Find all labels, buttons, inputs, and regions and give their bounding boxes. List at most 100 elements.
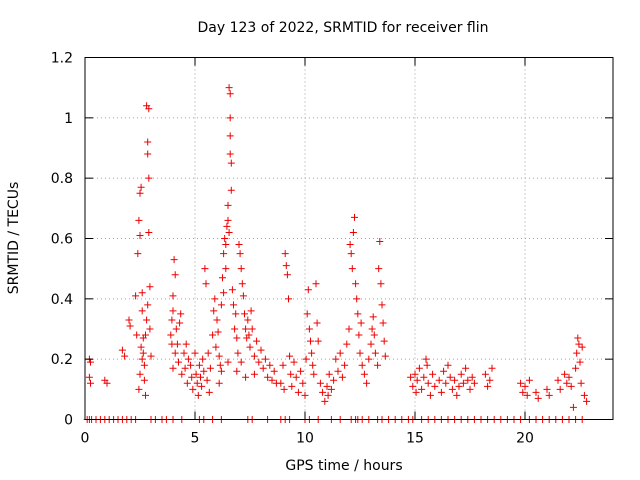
data-point (355, 331, 363, 339)
data-point (220, 250, 228, 258)
data-point (176, 319, 184, 327)
data-point (197, 373, 204, 381)
y-tick-label: 0.2 (51, 352, 73, 368)
data-point (136, 231, 144, 239)
data-point (221, 235, 229, 242)
data-point (332, 355, 340, 363)
data-point (134, 250, 142, 258)
data-point (283, 271, 291, 279)
data-point (234, 349, 242, 357)
data-point (316, 379, 324, 387)
data-point (351, 213, 358, 221)
data-point (313, 319, 321, 327)
data-points (83, 84, 591, 423)
data-point (238, 280, 246, 288)
data-point (231, 325, 239, 333)
data-point (205, 388, 213, 396)
data-point (227, 186, 235, 194)
data-point (301, 391, 309, 399)
data-point (145, 105, 153, 113)
data-point (125, 316, 133, 324)
data-point (171, 271, 179, 279)
data-point (424, 379, 432, 387)
data-point (279, 361, 287, 369)
data-point (305, 325, 313, 333)
data-point (369, 313, 377, 321)
data-point (244, 316, 252, 324)
data-point (219, 274, 226, 282)
data-point (303, 310, 311, 318)
data-point (169, 307, 177, 315)
data-point (192, 370, 200, 378)
x-axis-ticks: 0 5 10 15 20 (81, 57, 534, 447)
data-point (285, 295, 292, 303)
data-point (233, 334, 241, 342)
data-point (354, 310, 362, 318)
data-point (250, 352, 258, 360)
data-point (517, 379, 525, 387)
data-point (181, 364, 189, 372)
data-point (312, 280, 320, 288)
data-point (290, 358, 298, 366)
data-point (201, 265, 209, 273)
data-point (202, 280, 210, 288)
data-point (126, 322, 134, 330)
data-point (253, 337, 261, 345)
data-point (193, 379, 201, 387)
data-point (133, 331, 141, 339)
data-point (444, 361, 452, 369)
data-point (217, 367, 225, 375)
x-axis-label: GPS time / hours (285, 458, 402, 474)
data-point (418, 385, 426, 393)
data-point (442, 379, 450, 387)
data-point (211, 295, 219, 303)
data-point (455, 382, 463, 390)
data-point (321, 397, 329, 405)
data-point (307, 337, 314, 345)
data-point (242, 373, 250, 381)
data-point (169, 364, 177, 372)
data-point (325, 370, 333, 378)
data-point (175, 358, 182, 366)
data-point (348, 265, 356, 273)
data-point (121, 352, 129, 360)
data-point (203, 376, 211, 384)
y-tick-label: 1.2 (51, 51, 73, 67)
data-point (420, 373, 428, 381)
data-point (282, 262, 290, 270)
data-point (199, 355, 207, 363)
data-point (206, 364, 214, 372)
data-point (534, 394, 542, 402)
data-point (576, 358, 584, 366)
data-point (451, 376, 459, 384)
data-point (245, 331, 253, 339)
data-point (543, 385, 551, 393)
data-point (345, 325, 353, 333)
data-point (415, 364, 423, 372)
data-point (223, 222, 231, 230)
data-point (177, 310, 185, 318)
data-point (191, 349, 199, 357)
data-point (367, 340, 375, 348)
data-point (257, 346, 265, 354)
data-point (525, 376, 533, 384)
data-point (368, 325, 376, 333)
data-point (376, 238, 384, 246)
data-point (352, 280, 360, 288)
data-point (323, 382, 331, 390)
data-point (195, 361, 203, 369)
data-point (437, 388, 445, 396)
data-point (138, 355, 146, 363)
data-point (145, 228, 153, 236)
data-point (168, 340, 176, 348)
data-point (292, 373, 300, 381)
data-point (247, 307, 255, 315)
data-point (87, 379, 94, 387)
data-point (216, 361, 224, 369)
data-point (259, 364, 267, 372)
data-point (308, 349, 316, 357)
data-point (239, 292, 247, 300)
data-point (288, 382, 296, 390)
data-point (226, 132, 234, 140)
data-point (336, 349, 344, 357)
